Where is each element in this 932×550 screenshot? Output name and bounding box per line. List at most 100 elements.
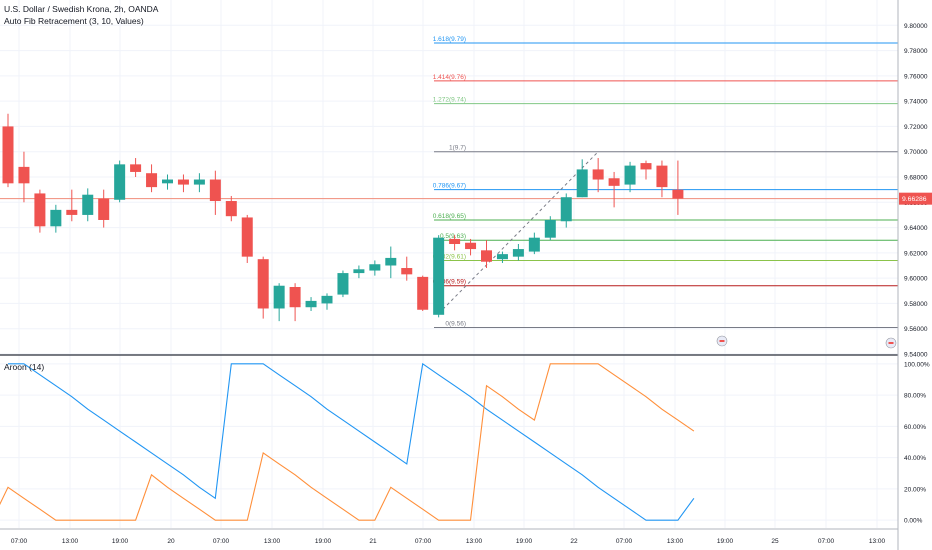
x-tick-label: 19:00	[717, 538, 734, 545]
candle-body	[496, 254, 508, 260]
aroon-y-tick-label: 60.00%	[904, 424, 926, 431]
fib-level-label: 0(9.56)	[445, 320, 466, 327]
candle-body	[66, 209, 78, 215]
y-tick-label: 9.56000	[904, 326, 928, 333]
x-tick-label: 19:00	[112, 538, 129, 545]
candle-body	[162, 179, 173, 184]
fib-level-label: 1.618(9.79)	[433, 36, 466, 43]
fib-level-label: 0.618(9.65)	[433, 213, 466, 220]
candle-body	[544, 219, 556, 238]
y-tick-label: 9.72000	[904, 124, 928, 131]
candle-body	[640, 163, 652, 170]
flag-icon-stripe	[719, 340, 725, 342]
candle-body	[82, 194, 94, 215]
fib-level-label: 1.414(9.76)	[433, 74, 466, 81]
y-tick-label: 9.74000	[904, 99, 928, 106]
candle-body	[608, 178, 620, 186]
candle-body	[225, 201, 237, 217]
fib-level-label: 0.5(9.63)	[440, 233, 466, 240]
candle-body	[130, 164, 142, 172]
candle-body	[98, 198, 110, 220]
candle-body	[417, 276, 429, 310]
candle-body	[353, 269, 365, 274]
y-tick-label: 9.80000	[904, 23, 928, 30]
candle-body	[656, 165, 668, 188]
fib-indicator-label[interactable]: Auto Fib Retracement (3, 10, Values)	[4, 16, 144, 26]
aroon-down-line	[8, 362, 695, 521]
candle-body	[528, 237, 540, 252]
y-tick-label: 9.78000	[904, 48, 928, 55]
fib-trendline	[438, 151, 599, 314]
candle-body	[50, 209, 62, 227]
x-tick-label: 21	[369, 538, 377, 545]
current-price-label: 9.66286	[902, 196, 927, 203]
candle-body	[560, 197, 572, 222]
candle-body	[177, 179, 189, 185]
y-tick-label: 9.58000	[904, 301, 928, 308]
fib-level-label: 0.236(9.59)	[433, 279, 466, 286]
candle-body	[369, 264, 381, 271]
candle-body	[576, 169, 588, 198]
aroon-y-tick-label: 0.00%	[904, 518, 923, 525]
candle-body	[114, 164, 126, 200]
candle-body	[241, 217, 253, 257]
candle-body	[18, 166, 30, 184]
x-tick-label: 20	[167, 538, 175, 545]
y-tick-label: 9.68000	[904, 175, 928, 182]
candle-body	[273, 285, 285, 309]
x-tick-label: 13:00	[264, 538, 281, 545]
x-tick-label: 22	[570, 538, 578, 545]
aroon-y-tick-label: 20.00%	[904, 486, 926, 493]
x-tick-label: 07:00	[11, 538, 28, 545]
candle-body	[385, 257, 397, 266]
candle-body	[2, 126, 14, 184]
x-tick-label: 07:00	[616, 538, 633, 545]
candle-body	[401, 268, 413, 275]
y-tick-label: 9.64000	[904, 225, 928, 232]
aroon-y-tick-label: 100.00%	[904, 361, 930, 368]
aroon-indicator-label[interactable]: Aroon (14)	[4, 362, 45, 372]
flag-icon-stripe	[888, 342, 894, 344]
x-tick-label: 07:00	[213, 538, 230, 545]
candle-body	[34, 193, 46, 227]
candle-body	[337, 273, 349, 295]
aroon-y-tick-label: 80.00%	[904, 393, 926, 400]
candle-body	[305, 300, 317, 308]
candle-body	[289, 286, 301, 308]
current-price-badge	[899, 192, 932, 205]
y-tick-label: 9.70000	[904, 149, 928, 156]
fib-level-label: 1(9.7)	[449, 145, 466, 152]
candle-body	[146, 173, 158, 188]
event-flag-icon[interactable]	[885, 337, 897, 349]
candle-body	[481, 250, 492, 262]
symbol-title[interactable]: U.S. Dollar / Swedish Krona, 2h, OANDA	[4, 4, 159, 14]
x-tick-label: 13:00	[466, 538, 483, 545]
x-tick-label: 19:00	[516, 538, 533, 545]
x-tick-label: 19:00	[315, 538, 332, 545]
event-flag-icon[interactable]	[716, 335, 728, 347]
x-tick-label: 13:00	[62, 538, 79, 545]
y-tick-label: 9.62000	[904, 250, 928, 257]
fib-level-label: 0.786(9.67)	[433, 183, 466, 190]
candle-body	[449, 238, 461, 245]
x-tick-label: 13:00	[667, 538, 684, 545]
candle-body	[592, 169, 604, 180]
candle-body	[624, 165, 636, 185]
y-tick-label: 9.76000	[904, 73, 928, 80]
candle-body	[209, 179, 221, 202]
x-tick-label: 07:00	[415, 538, 432, 545]
fib-level-label: 1.272(9.74)	[433, 97, 466, 104]
y-tick-label: 9.54000	[904, 352, 928, 359]
x-tick-label: 25	[771, 538, 779, 545]
fib-level-label: 0.382(9.61)	[433, 253, 466, 260]
x-tick-label: 07:00	[818, 538, 835, 545]
x-tick-label: 13:00	[869, 538, 886, 545]
aroon-y-tick-label: 40.00%	[904, 455, 926, 462]
candle-body	[257, 259, 269, 309]
candle-body	[512, 249, 524, 257]
candle-body	[433, 237, 445, 315]
candle-body	[465, 242, 477, 250]
